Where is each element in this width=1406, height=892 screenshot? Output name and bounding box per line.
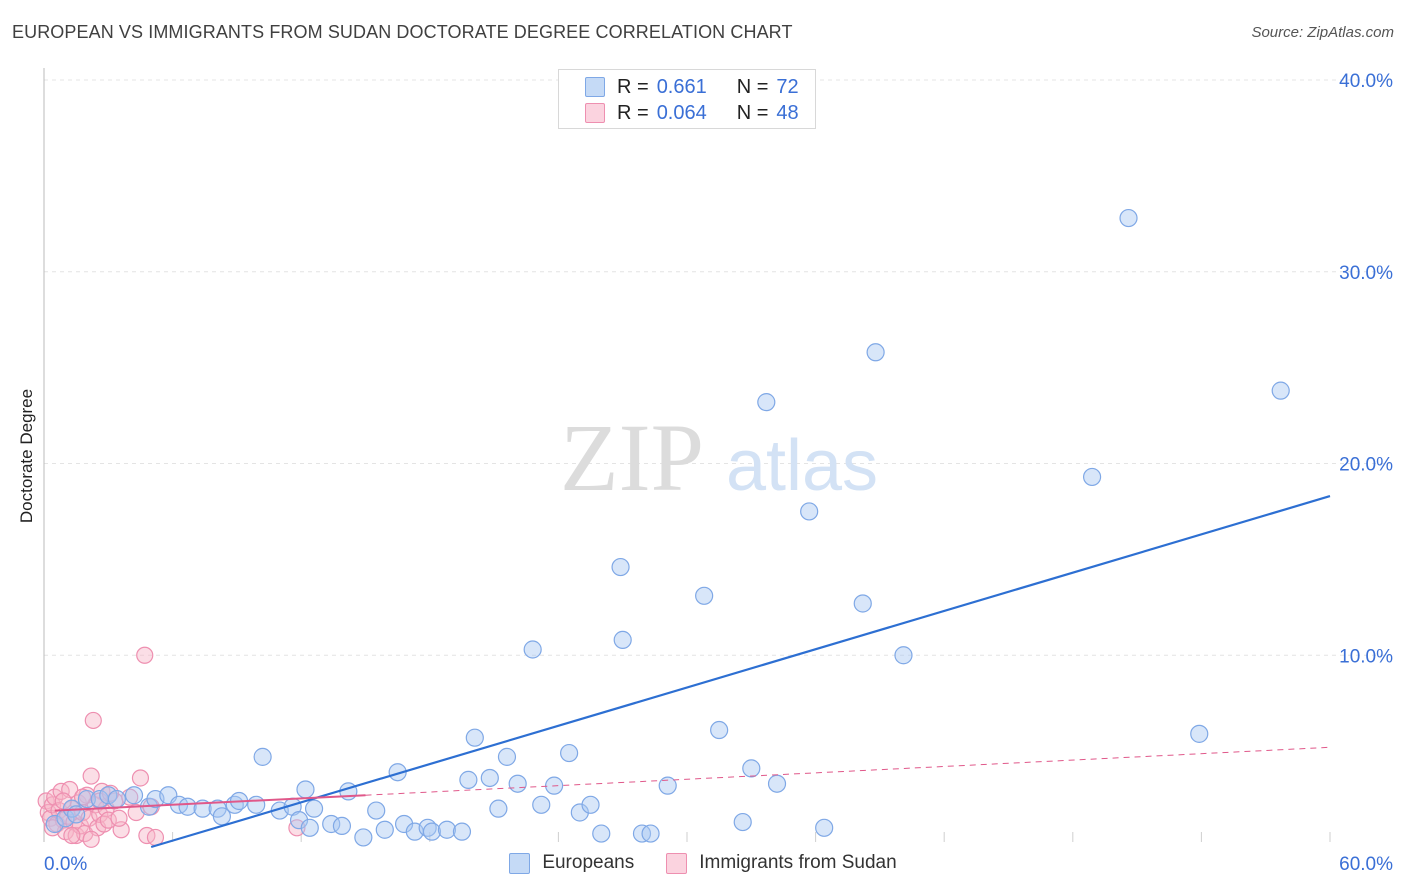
data-point-european (437, 820, 457, 839)
data-point-sudan (82, 767, 100, 785)
data-point-european (560, 743, 579, 763)
sudan-swatch (585, 103, 605, 123)
data-point-european (508, 774, 527, 793)
data-point-sudan (131, 769, 150, 787)
data-point-european (178, 797, 197, 816)
x-tick-labels: 0.0% 60.0% (44, 854, 1393, 875)
data-point-european (592, 824, 611, 843)
stats-row-europeans: R = 0.661 N = 72 (585, 75, 799, 99)
r-value: 0.661 (656, 75, 707, 98)
data-point-european (523, 640, 542, 659)
data-point-european (894, 646, 913, 665)
trend-lines (54, 495, 1331, 849)
n-label: N = (736, 101, 769, 124)
data-point-european (480, 768, 499, 788)
data-point-european (800, 502, 819, 521)
watermark: ZIP atlas (560, 404, 878, 511)
series-europeans (45, 208, 1290, 847)
legend-item-europeans[interactable]: Europeans (509, 852, 634, 874)
data-point-european (304, 799, 324, 818)
data-point-european (742, 759, 761, 778)
watermark-atlas: atlas (726, 426, 878, 506)
data-point-sudan (46, 788, 64, 806)
data-point-european (375, 820, 394, 839)
r-value: 0.064 (656, 101, 707, 124)
data-point-european (332, 816, 352, 836)
data-point-european (367, 801, 386, 820)
data-point-european (613, 630, 632, 650)
stats-row-sudan: R = 0.064 N = 48 (585, 101, 799, 125)
data-point-european (815, 818, 834, 837)
sudan-legend-label: Immigrants from Sudan (699, 852, 897, 873)
data-point-european (77, 789, 96, 809)
y-tick-label: 40.0% (1339, 71, 1393, 92)
r-label: R = (617, 101, 649, 124)
data-point-european (767, 774, 787, 793)
data-point-european (581, 795, 600, 814)
trend-line-sudan-extension (365, 746, 1331, 796)
data-point-european (45, 814, 64, 834)
data-point-sudan (82, 830, 100, 848)
data-point-european (497, 747, 517, 766)
data-point-european (695, 586, 714, 605)
data-point-sudan (110, 809, 128, 827)
data-point-european (465, 728, 484, 747)
data-point-european (300, 818, 319, 837)
series-legend: Europeans Immigrants from Sudan (0, 852, 1406, 874)
n-value: 72 (776, 75, 799, 98)
data-point-sudan (84, 711, 102, 730)
gridlines (43, 79, 1390, 842)
r-label: R = (617, 75, 649, 98)
data-point-european (1119, 208, 1138, 228)
data-point-european (1082, 467, 1102, 487)
data-point-european (124, 786, 144, 805)
watermark-zip: ZIP (560, 404, 704, 511)
data-point-european (641, 824, 660, 843)
data-point-european (611, 557, 630, 577)
data-point-european (1190, 724, 1209, 743)
data-point-european (853, 594, 872, 613)
europeans-legend-swatch (509, 852, 531, 874)
source-credit: Source: ZipAtlas.com (1251, 24, 1394, 41)
trend-line-sudan (54, 794, 366, 812)
x-tick-label-max: 60.0% (1339, 854, 1393, 875)
y-tick-label: 10.0% (1339, 646, 1393, 667)
y-tick-label: 20.0% (1339, 455, 1393, 476)
data-point-european (107, 789, 126, 809)
europeans-swatch (585, 77, 605, 97)
chart-title: EUROPEAN VS IMMIGRANTS FROM SUDAN DOCTOR… (12, 22, 793, 42)
data-point-european (532, 795, 551, 814)
data-point-european (489, 799, 508, 818)
sudan-legend-swatch (666, 852, 688, 874)
data-point-european (710, 720, 729, 740)
data-point-european (866, 343, 885, 362)
data-point-european (354, 828, 373, 847)
data-point-european (253, 747, 272, 766)
data-point-sudan (63, 826, 81, 845)
stats-legend: R = 0.661 N = 72 R = 0.064 N = 48 (558, 69, 816, 129)
data-point-sudan (91, 805, 109, 824)
data-point-european (422, 822, 442, 841)
data-point-european (1271, 381, 1290, 400)
n-label: N = (736, 75, 769, 98)
data-point-european (247, 795, 266, 814)
data-point-european (452, 822, 472, 841)
y-tick-label: 30.0% (1339, 263, 1393, 284)
trend-line-europeans (150, 495, 1331, 849)
legend-item-sudan[interactable]: Immigrants from Sudan (666, 852, 897, 874)
europeans-legend-label: Europeans (542, 852, 635, 873)
data-point-european (459, 770, 478, 789)
x-tick-label-min: 0.0% (44, 854, 87, 875)
n-value: 48 (776, 101, 799, 124)
data-point-sudan (136, 646, 154, 664)
y-tick-labels: 10.0% 20.0% 30.0% 40.0% (1339, 71, 1393, 667)
data-point-european (757, 393, 776, 412)
data-point-european (296, 780, 315, 799)
data-point-european (99, 786, 118, 805)
data-point-european (733, 812, 752, 832)
data-point-sudan (99, 811, 117, 829)
data-point-european (658, 776, 677, 795)
